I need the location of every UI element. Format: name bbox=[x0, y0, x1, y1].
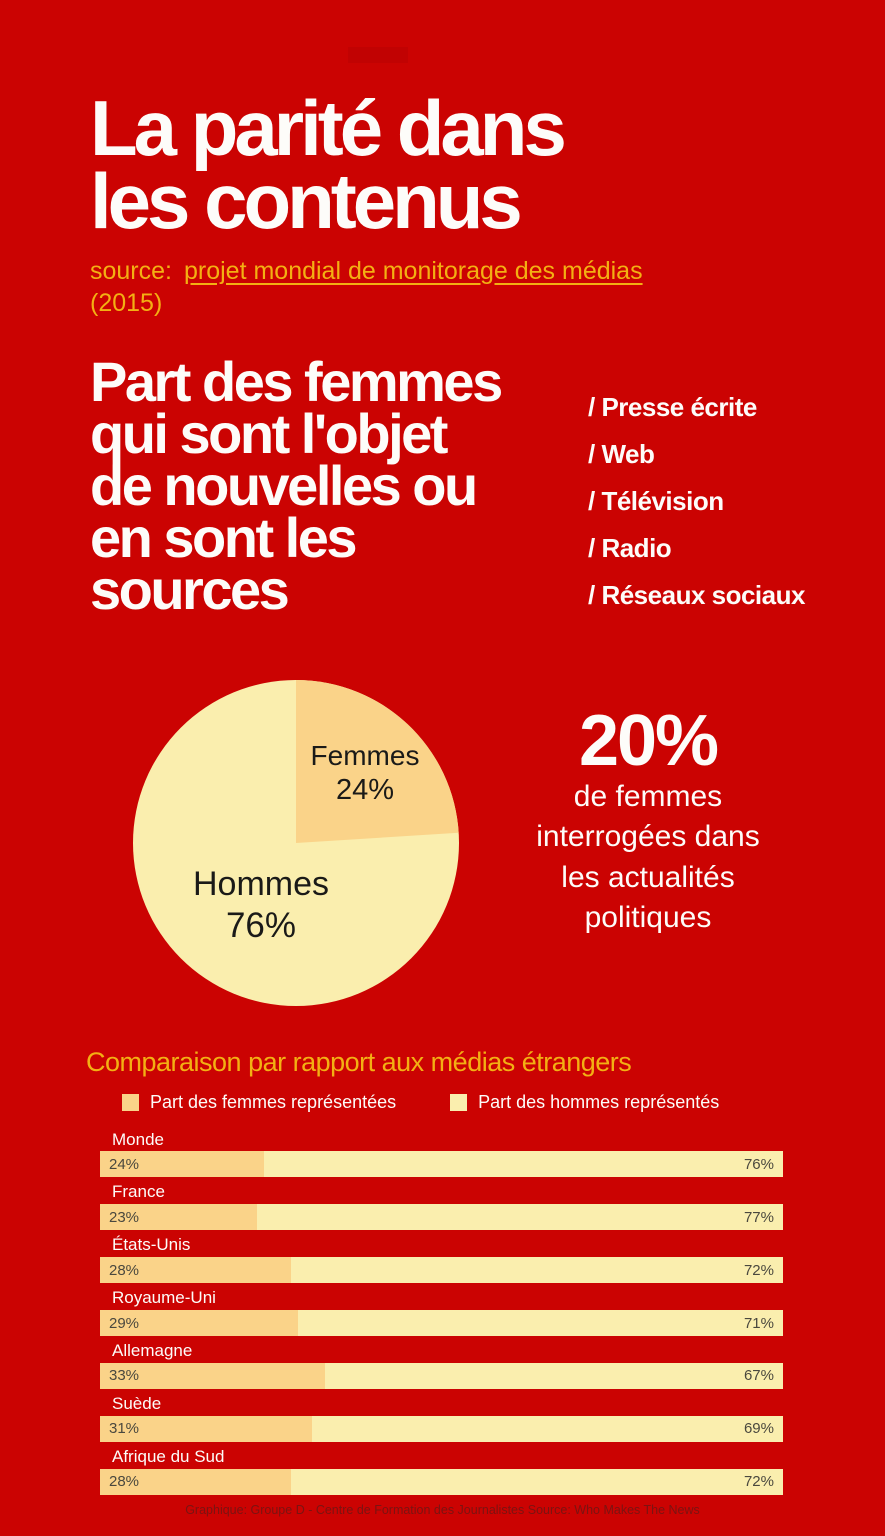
bar-segment-hommes: 69% bbox=[311, 1415, 783, 1442]
bar: 23% 77% bbox=[100, 1204, 783, 1231]
bar-segment-femmes: 33% bbox=[100, 1362, 326, 1389]
bar-rows: Monde 24% 76% France 23% 77% États-Unis … bbox=[100, 1129, 783, 1495]
source-link[interactable]: projet mondial de monitorage des médias bbox=[183, 256, 643, 285]
stat-text-line: interrogées dans bbox=[536, 820, 760, 854]
top-accent-rect bbox=[348, 47, 408, 63]
bar-value-hommes: 76% bbox=[743, 1155, 774, 1173]
bar-segment-femmes: 23% bbox=[100, 1204, 258, 1231]
bar-row: Suède 31% 69% bbox=[100, 1393, 783, 1442]
credit-text: Graphique: Groupe D - Centre de Formatio… bbox=[185, 1502, 700, 1517]
bar-segment-femmes: 29% bbox=[100, 1310, 299, 1336]
bar-country-label: États-Unis bbox=[112, 1235, 191, 1255]
page-title-line2: les contenus bbox=[90, 157, 523, 246]
pie-value-hommes: 76% bbox=[226, 906, 296, 945]
source-prefix: source: bbox=[90, 256, 172, 285]
bar-value-hommes: 72% bbox=[743, 1473, 774, 1491]
bar-row: Royaume-Uni 29% 71% bbox=[100, 1289, 783, 1336]
bar-row: France 23% 77% bbox=[100, 1182, 783, 1231]
bar-segment-hommes: 67% bbox=[325, 1362, 783, 1389]
stat-block: 20% de femmes interrogées dans les actua… bbox=[490, 705, 806, 939]
stat-number: 20% bbox=[578, 700, 719, 781]
bar-country-label: Royaume-Uni bbox=[112, 1288, 216, 1308]
stat-text: de femmes interrogées dans les actualité… bbox=[490, 777, 806, 939]
intro-heading: Part des femmes qui sont l'objet de nouv… bbox=[90, 349, 570, 621]
bar-segment-femmes: 24% bbox=[100, 1151, 264, 1178]
source-year: (2015) bbox=[90, 289, 163, 318]
bar-row: Monde 24% 76% bbox=[100, 1129, 783, 1178]
pie-label-femmes: Femmes bbox=[311, 740, 420, 771]
bar-segment-femmes: 28% bbox=[100, 1257, 292, 1284]
page-title: La parité dans les contenus bbox=[90, 84, 885, 246]
stat-text-line: politiques bbox=[584, 901, 712, 935]
bar-value-femmes: 31% bbox=[109, 1420, 140, 1438]
bar-segment-hommes: 72% bbox=[291, 1257, 783, 1284]
bar-value-femmes: 28% bbox=[109, 1261, 140, 1279]
legend-swatch-hommes bbox=[450, 1093, 468, 1111]
comparison-section: Comparaison par rapport aux médias étran… bbox=[0, 1007, 885, 1495]
bar-segment-hommes: 72% bbox=[291, 1468, 783, 1495]
bar-value-hommes: 67% bbox=[743, 1367, 774, 1385]
legend-swatch-femmes bbox=[122, 1093, 139, 1111]
bar-segment-hommes: 71% bbox=[298, 1310, 783, 1336]
page-title-line1: La parité dans bbox=[90, 84, 567, 172]
intro-heading-line: sources bbox=[90, 557, 290, 621]
pie-chart: Femmes 24% Hommes 76% bbox=[133, 679, 459, 1006]
bar-segment-femmes: 31% bbox=[100, 1415, 312, 1442]
bar-value-femmes: 29% bbox=[109, 1314, 140, 1332]
bar-row: Afrique du Sud 28% 72% bbox=[100, 1446, 783, 1495]
bar-segment-hommes: 77% bbox=[257, 1204, 783, 1231]
bar-country-label: France bbox=[112, 1182, 165, 1202]
legend-item-hommes: Part des hommes représentés bbox=[450, 1092, 719, 1113]
bar-row: États-Unis 28% 72% bbox=[100, 1235, 783, 1284]
bar: 28% 72% bbox=[100, 1468, 783, 1495]
stat-text-line: de femmes bbox=[573, 779, 723, 813]
bar-value-femmes: 33% bbox=[109, 1367, 140, 1385]
legend-label-hommes: Part des hommes représentés bbox=[478, 1091, 720, 1112]
legend-item-femmes: Part des femmes représentées bbox=[122, 1092, 396, 1113]
intro-heading-line: qui sont l'objet bbox=[90, 401, 448, 465]
bar-value-hommes: 69% bbox=[743, 1420, 774, 1438]
pie-section: Femmes 24% Hommes 76% 20% de femmes inte… bbox=[0, 627, 885, 1007]
intro-heading-line: en sont les bbox=[90, 505, 358, 569]
intro-section: Part des femmes qui sont l'objet de nouv… bbox=[0, 320, 885, 627]
bar: 29% 71% bbox=[100, 1310, 783, 1336]
bar-value-hommes: 77% bbox=[743, 1208, 774, 1226]
pie-slice-femmes bbox=[296, 679, 459, 843]
legend-label-femmes: Part des femmes représentées bbox=[150, 1091, 397, 1112]
bar-row: Allemagne 33% 67% bbox=[100, 1342, 783, 1389]
bar-value-femmes: 28% bbox=[109, 1473, 140, 1491]
bar-country-label: Suède bbox=[112, 1393, 162, 1413]
pie-label-hommes: Hommes bbox=[193, 865, 329, 903]
source-line: source: projet mondial de monitorage des … bbox=[90, 255, 730, 320]
bar-country-label: Monde bbox=[112, 1129, 164, 1149]
bar: 31% 69% bbox=[100, 1415, 783, 1442]
media-type-item: / Presse écrite bbox=[588, 391, 757, 422]
intro-heading-line: Part des femmes bbox=[90, 349, 503, 413]
legend: Part des femmes représentées Part des ho… bbox=[122, 1092, 885, 1113]
bar: 28% 72% bbox=[100, 1257, 783, 1284]
bar-country-label: Afrique du Sud bbox=[112, 1446, 225, 1466]
footer: Graphique: Groupe D - Centre de Formatio… bbox=[0, 1503, 885, 1517]
intro-heading-line: de nouvelles ou bbox=[90, 453, 478, 517]
bar-value-hommes: 72% bbox=[743, 1261, 774, 1279]
bar-country-label: Allemagne bbox=[112, 1341, 193, 1360]
bar-value-femmes: 24% bbox=[109, 1155, 140, 1173]
media-type-list: / Presse écrite / Web / Télévision / Rad… bbox=[588, 392, 805, 627]
comparison-title: Comparaison par rapport aux médias étran… bbox=[86, 1046, 632, 1077]
media-type-item: / Radio bbox=[588, 532, 672, 563]
bar: 24% 76% bbox=[100, 1151, 783, 1178]
header: La parité dans les contenus source: proje… bbox=[0, 0, 885, 320]
bar-value-femmes: 23% bbox=[109, 1208, 140, 1226]
bar-segment-femmes: 28% bbox=[100, 1468, 292, 1495]
pie-value-femmes: 24% bbox=[336, 774, 394, 806]
media-type-item: / Réseaux sociaux bbox=[588, 579, 805, 610]
media-type-item: / Web bbox=[588, 438, 655, 469]
bar-value-hommes: 71% bbox=[743, 1314, 774, 1332]
stat-text-line: les actualités bbox=[561, 860, 735, 894]
bar-segment-hommes: 76% bbox=[263, 1151, 783, 1178]
media-type-item: / Télévision bbox=[588, 485, 724, 516]
bar: 33% 67% bbox=[100, 1362, 783, 1389]
